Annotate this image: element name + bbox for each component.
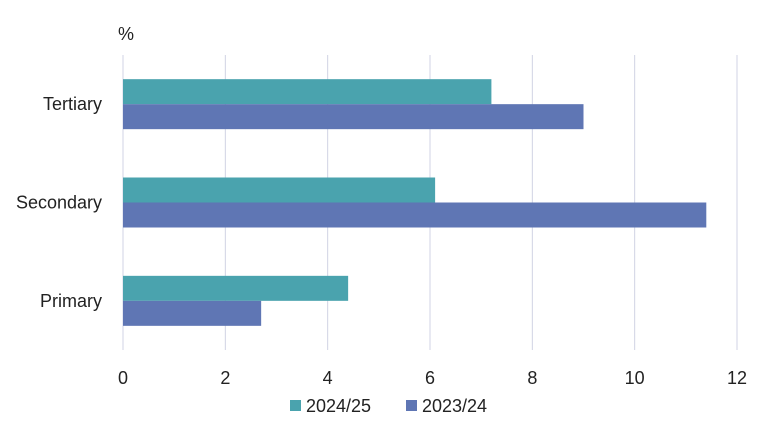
- legend-label: 2023/24: [422, 396, 487, 416]
- x-tick-label: 12: [727, 368, 747, 388]
- x-tick-label: 6: [425, 368, 435, 388]
- legend-label: 2024/25: [306, 396, 371, 416]
- legend-swatch: [406, 400, 417, 411]
- x-tick-label: 8: [527, 368, 537, 388]
- x-tick-label: 0: [118, 368, 128, 388]
- legend: 2024/25 2023/24: [290, 396, 487, 416]
- bar-primary-2023-24: [123, 300, 262, 326]
- legend-swatch: [290, 400, 301, 411]
- category-label: Secondary: [16, 193, 102, 213]
- bar-secondary-2024-25: [123, 177, 436, 203]
- x-tick-label: 4: [323, 368, 333, 388]
- bar-secondary-2023-24: [123, 202, 707, 228]
- x-axis-tick-labels: 0 2 4 6 8 10 12: [118, 368, 747, 388]
- bar-tertiary-2024-25: [123, 79, 492, 105]
- x-tick-label: 2: [220, 368, 230, 388]
- x-tick-label: 10: [625, 368, 645, 388]
- category-labels: Tertiary Secondary Primary: [16, 94, 102, 311]
- bar-primary-2024-25: [123, 275, 349, 301]
- category-label: Primary: [40, 291, 102, 311]
- unit-label: %: [118, 24, 134, 44]
- bars: [123, 79, 707, 326]
- category-label: Tertiary: [43, 94, 102, 114]
- bar-tertiary-2023-24: [123, 104, 584, 130]
